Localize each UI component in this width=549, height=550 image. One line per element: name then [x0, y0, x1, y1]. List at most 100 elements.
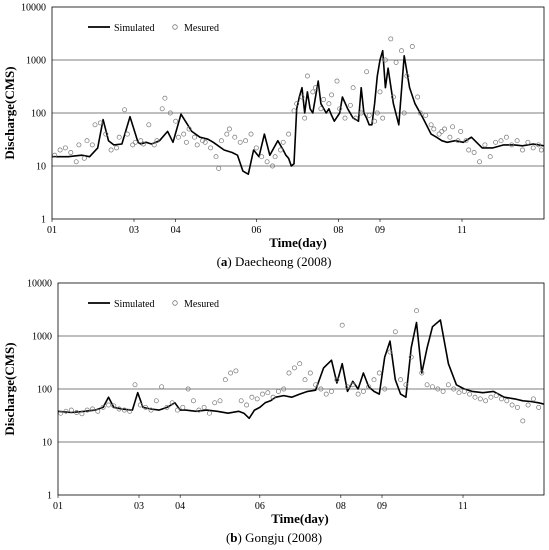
data-point-mesured: [428, 122, 434, 128]
data-point-mesured: [334, 377, 340, 383]
data-point-mesured: [297, 361, 303, 367]
legend-simulated-label: Simulated: [114, 23, 155, 34]
x-axis-title: Time(day): [269, 235, 327, 250]
data-point-mesured: [326, 101, 332, 107]
data-point-mesured: [286, 131, 292, 137]
data-point-mesured: [415, 94, 421, 100]
x-tick-label: 09: [375, 225, 385, 236]
data-point-mesured: [192, 134, 197, 140]
data-point-mesured: [76, 142, 82, 148]
data-point-mesured: [79, 411, 85, 417]
data-point-mesured: [493, 139, 499, 145]
data-point-mesured: [440, 388, 446, 394]
data-point-mesured: [450, 124, 456, 130]
data-point-mesured: [318, 106, 324, 112]
data-point-mesured: [430, 384, 435, 390]
data-point-mesured: [190, 398, 196, 404]
data-point-mesured: [345, 384, 350, 390]
data-point-mesured: [525, 139, 531, 145]
plot-area: [52, 36, 545, 175]
data-point-mesured: [353, 115, 359, 121]
y-axis-title: Discharge(CMS): [2, 66, 17, 159]
x-tick-label: 01: [53, 501, 63, 512]
data-point-mesured: [159, 106, 165, 112]
data-point-mesured: [294, 101, 300, 107]
y-tick-label: 10: [36, 162, 46, 173]
data-point-mesured: [377, 89, 383, 95]
data-point-mesured: [200, 138, 206, 144]
data-point-mesured: [461, 388, 467, 394]
data-point-mesured: [62, 145, 68, 151]
data-point-mesured: [84, 138, 90, 144]
data-point-mesured: [401, 110, 407, 116]
data-point-mesured: [216, 165, 222, 171]
data-point-mesured: [477, 159, 482, 165]
data-point-mesured: [414, 308, 419, 314]
data-point-mesured: [382, 386, 388, 392]
data-point-mesured: [140, 141, 146, 147]
data-point-mesured: [111, 403, 117, 409]
x-tick-label: 08: [336, 501, 346, 512]
data-point-mesured: [366, 384, 372, 390]
y-tick-label: 10000: [27, 279, 52, 290]
data-point-mesured: [121, 407, 127, 413]
data-point-mesured: [447, 134, 453, 140]
data-point-mesured: [116, 134, 122, 140]
data-point-mesured: [81, 155, 87, 161]
data-point-mesured: [100, 404, 106, 410]
x-tick-labels: 01 03 04 06 08 09 11: [53, 495, 468, 512]
data-point-mesured: [380, 115, 386, 121]
data-point-mesured: [202, 139, 208, 145]
data-point-mesured: [68, 407, 74, 413]
data-point-mesured: [185, 386, 191, 392]
data-point-mesured: [455, 138, 461, 144]
data-point-mesured: [194, 142, 200, 148]
data-point-mesured: [417, 110, 423, 116]
x-tick-label: 11: [458, 501, 468, 512]
data-point-mesured: [307, 370, 313, 376]
data-point-mesured: [302, 377, 308, 383]
data-point-mesured: [270, 394, 276, 400]
data-point-mesured: [180, 404, 186, 410]
data-point-mesured: [482, 142, 488, 148]
data-point-mesured: [503, 134, 509, 140]
data-point-mesured: [372, 118, 378, 124]
data-point-mesured: [154, 138, 160, 144]
data-point-mesured: [175, 134, 181, 140]
data-point-mesured: [196, 407, 202, 413]
data-point-mesured: [238, 398, 244, 404]
data-point-mesured: [286, 370, 292, 376]
legend-mesured-swatch: [172, 24, 178, 30]
data-point-mesured: [151, 142, 157, 148]
data-point-mesured: [442, 126, 447, 132]
data-point-mesured: [398, 377, 404, 383]
plot-frame: [57, 282, 545, 496]
data-point-mesured: [329, 388, 334, 394]
data-point-mesured: [424, 382, 430, 388]
data-point-mesured: [483, 398, 489, 404]
data-point-mesured: [74, 410, 80, 415]
data-point-mesured: [213, 154, 219, 160]
x-tick-label: 04: [171, 225, 181, 236]
data-point-mesured: [342, 115, 348, 121]
data-point-mesured: [103, 131, 109, 137]
y-tick-label: 100: [37, 385, 52, 396]
data-point-mesured: [130, 142, 136, 148]
data-point-mesured: [52, 152, 58, 158]
data-point-mesured: [520, 418, 526, 424]
data-point-mesured: [488, 394, 494, 400]
data-point-mesured: [127, 408, 133, 414]
data-point-mesured: [146, 122, 152, 128]
data-point-mesured: [291, 365, 297, 371]
series-line-simulated: [52, 49, 545, 175]
data-point-mesured: [89, 142, 95, 148]
panel-caption-label: a: [221, 254, 228, 269]
data-point-mesured: [218, 138, 224, 144]
data-point-mesured: [95, 408, 101, 414]
data-point-mesured: [243, 138, 249, 144]
data-point-mesured: [514, 138, 520, 144]
data-point-mesured: [509, 402, 515, 408]
data-point-mesured: [321, 97, 326, 102]
series-line-simulated: [57, 319, 545, 420]
data-point-mesured: [226, 126, 232, 132]
